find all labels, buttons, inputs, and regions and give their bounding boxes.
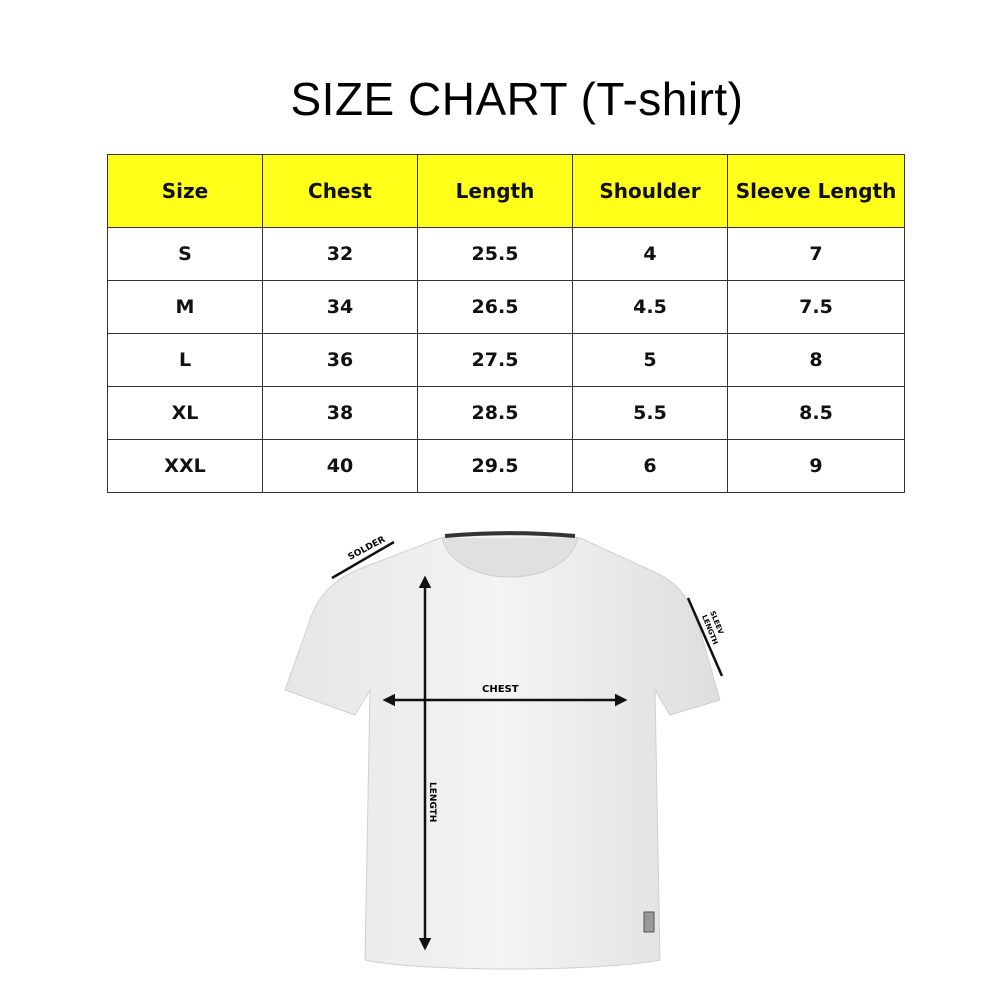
- cell-sleeve-length: 9: [727, 439, 905, 493]
- cell-size: XXL: [107, 439, 263, 493]
- cell-sleeve-length: 8.5: [727, 386, 905, 440]
- header-chest: Chest: [262, 154, 418, 228]
- tshirt-diagram: SOLDER LENGTH CHEST SLEEV LENGTH: [284, 531, 725, 970]
- table-row: M 34 26.5 4.5 7.5: [107, 280, 905, 334]
- cell-length: 26.5: [417, 280, 573, 334]
- cell-shoulder: 6: [572, 439, 728, 493]
- page-title: SIZE CHART (T-shirt): [290, 73, 744, 125]
- cell-shoulder: 5.5: [572, 386, 728, 440]
- cell-sleeve-length: 7: [727, 227, 905, 281]
- sleeve-arrow: [686, 597, 724, 677]
- cell-chest: 36: [262, 333, 418, 387]
- header-shoulder: Shoulder: [572, 154, 728, 228]
- cell-size: S: [107, 227, 263, 281]
- brand-tag: [643, 911, 655, 933]
- size-table: Size Chest Length Shoulder Sleeve Length…: [107, 154, 905, 493]
- tshirt-neck: [441, 537, 579, 578]
- cell-chest: 32: [262, 227, 418, 281]
- cell-sleeve-length: 8: [727, 333, 905, 387]
- table-row: S 32 25.5 4 7: [107, 227, 905, 281]
- cell-length: 25.5: [417, 227, 573, 281]
- tshirt-shape: [284, 534, 721, 970]
- chest-label: CHEST: [482, 684, 519, 695]
- header-size: Size: [107, 154, 263, 228]
- shoulder-arrow: [331, 540, 395, 580]
- table-row: XL 38 28.5 5.5 8.5: [107, 386, 905, 440]
- cell-chest: 38: [262, 386, 418, 440]
- cell-chest: 40: [262, 439, 418, 493]
- header-sleeve-length: Sleeve Length: [727, 154, 905, 228]
- cell-size: M: [107, 280, 263, 334]
- length-label: LENGTH: [427, 782, 437, 822]
- table-row: L 36 27.5 5 8: [107, 333, 905, 387]
- cell-size: XL: [107, 386, 263, 440]
- cell-shoulder: 4: [572, 227, 728, 281]
- table-row: XXL 40 29.5 6 9: [107, 439, 905, 493]
- header-length: Length: [417, 154, 573, 228]
- cell-length: 27.5: [417, 333, 573, 387]
- cell-length: 29.5: [417, 439, 573, 493]
- cell-shoulder: 5: [572, 333, 728, 387]
- cell-length: 28.5: [417, 386, 573, 440]
- cell-sleeve-length: 7.5: [727, 280, 905, 334]
- cell-size: L: [107, 333, 263, 387]
- cell-shoulder: 4.5: [572, 280, 728, 334]
- table-header-row: Size Chest Length Shoulder Sleeve Length: [107, 154, 905, 228]
- cell-chest: 34: [262, 280, 418, 334]
